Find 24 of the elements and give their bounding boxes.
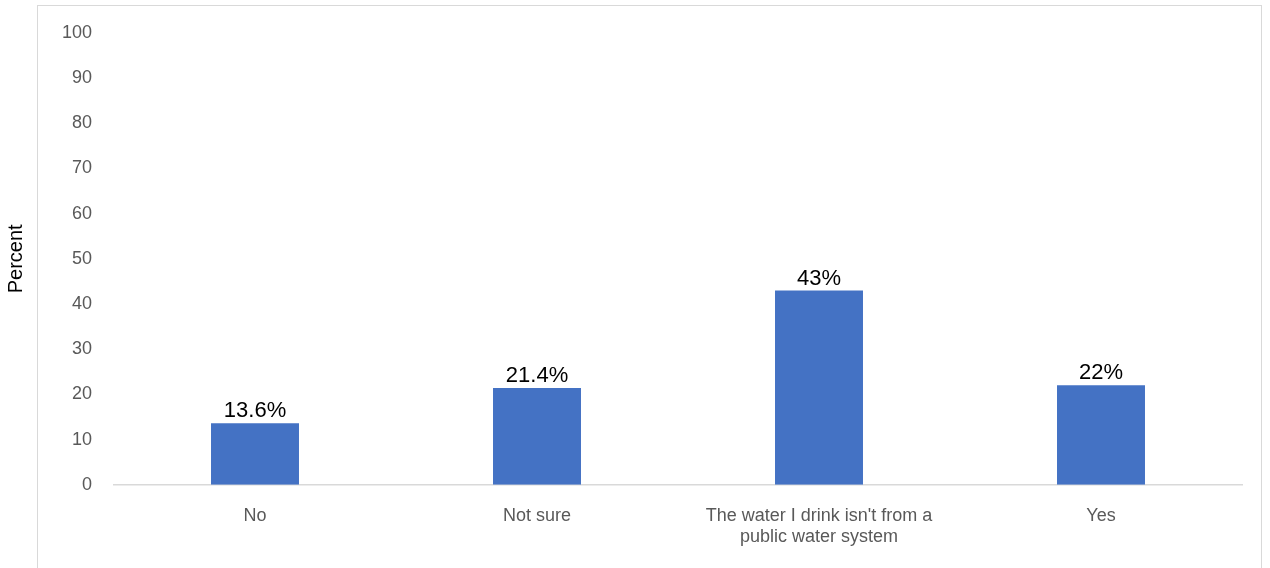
y-tick-label: 30	[71, 338, 92, 359]
bar	[211, 423, 299, 485]
y-tick-label: 100	[61, 21, 92, 42]
y-tick-label: 80	[71, 112, 92, 133]
bar	[493, 388, 581, 485]
x-tick-label: Yes	[1086, 504, 1116, 525]
y-tick-label: 50	[71, 247, 92, 268]
y-tick-label: 70	[71, 157, 92, 178]
y-tick-label: 90	[71, 66, 92, 87]
y-tick-label: 0	[81, 473, 92, 494]
bar	[1057, 385, 1145, 485]
data-label: 22%	[1078, 359, 1124, 385]
y-tick-label: 20	[71, 383, 92, 404]
data-label: 21.4%	[505, 362, 569, 388]
y-axis-title: Percent	[3, 223, 26, 294]
y-tick-label: 40	[71, 292, 92, 313]
data-label: 13.6%	[223, 397, 287, 423]
bar	[775, 290, 863, 485]
data-label: 43%	[796, 264, 842, 290]
y-tick-label: 10	[71, 428, 92, 449]
y-tick-label: 60	[71, 202, 92, 223]
x-tick-label: No	[243, 504, 267, 525]
x-tick-label: Not sure	[502, 504, 572, 525]
x-tick-label: The water I drink isn't from a public water system	[705, 504, 934, 547]
